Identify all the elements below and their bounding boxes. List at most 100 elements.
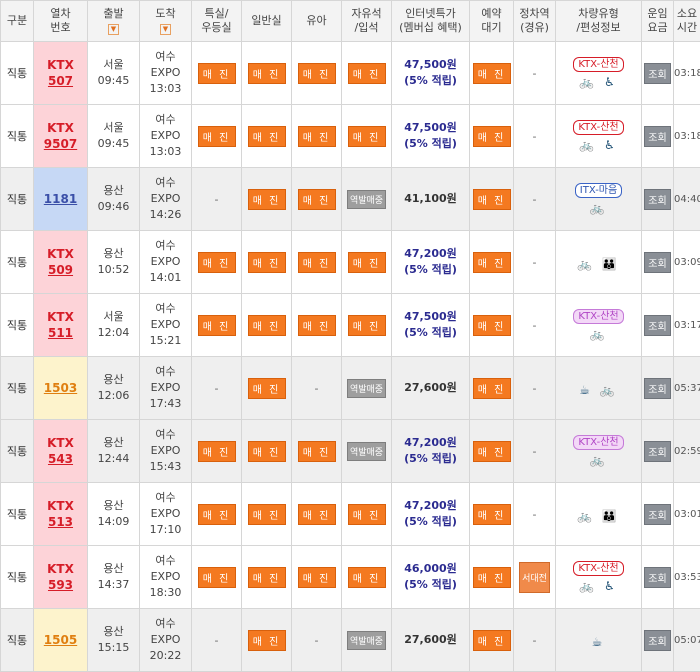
train-number-link[interactable]: 1181 [34,191,87,207]
soldout-button[interactable]: 매 진 [198,315,236,336]
fare-lookup-button[interactable]: 조회 [644,567,670,588]
soldout-button[interactable]: 매 진 [473,630,511,651]
soldout-button[interactable]: 매 진 [248,126,286,147]
soldout-button[interactable]: 매 진 [473,567,511,588]
soldout-button[interactable]: 매 진 [348,63,386,84]
cell-wait: 매 진 [470,420,514,483]
fare-lookup-button[interactable]: 조회 [644,63,670,84]
train-number-link[interactable]: 507 [34,73,87,89]
soldout-button[interactable]: 매 진 [298,567,336,588]
departure-time: 09:46 [88,199,139,215]
vehicle-info-cell: KTX-산천🚲 ♿ [556,42,642,105]
stopover-station[interactable]: 서대전 [519,562,550,593]
soldout-button[interactable]: 매 진 [248,630,286,651]
soldout-button[interactable]: 매 진 [198,252,236,273]
soldout-button[interactable]: 매 진 [298,504,336,525]
arrival-time: 13:03 [140,81,191,97]
fare-lookup-button[interactable]: 조회 [644,378,670,399]
soldout-button[interactable]: 매 진 [198,567,236,588]
route-type: 직통 [1,546,34,609]
price-value: 46,000원 [392,561,469,577]
train-number-link[interactable]: 509 [34,262,87,278]
soldout-button[interactable]: 매 진 [348,315,386,336]
soldout-button[interactable]: 매 진 [198,504,236,525]
train-number-link[interactable]: 1505 [34,632,87,648]
soldout-button[interactable]: 매 진 [473,126,511,147]
train-number-link[interactable]: 543 [34,451,87,467]
soldout-button[interactable]: 매 진 [473,189,511,210]
soldout-button[interactable]: 매 진 [248,315,286,336]
soldout-button[interactable]: 매 진 [473,63,511,84]
arrival-station: 여수 EXPO [140,301,191,333]
vehicle-info-cell: ITX-마음🚲 [556,168,642,231]
fare-lookup-button[interactable]: 조회 [644,252,670,273]
fare-lookup-button[interactable]: 조회 [644,441,670,462]
soldout-button[interactable]: 매 진 [298,126,336,147]
train-number-link[interactable]: 9507 [34,136,87,152]
cell-wait: 매 진 [470,357,514,420]
train-number-link[interactable]: 511 [34,325,87,341]
stopover-cell: - [514,42,556,105]
sort-arrow-icon[interactable]: ▼ [108,24,119,35]
stopover-cell: - [514,483,556,546]
train-number-link[interactable]: 1503 [34,380,87,396]
soldout-button[interactable]: 매 진 [348,126,386,147]
soldout-button[interactable]: 매 진 [198,441,236,462]
soldout-button[interactable]: 매 진 [348,504,386,525]
train-number-link[interactable]: 593 [34,577,87,593]
train-number-link[interactable]: 513 [34,514,87,530]
price-note: (5% 적립) [392,136,469,152]
column-header[interactable]: 도착 ▼ [140,1,192,42]
soldout-button[interactable]: 매 진 [473,504,511,525]
sort-arrow-icon[interactable]: ▼ [160,24,171,35]
column-header-label: 자유석 /입석 [351,7,381,34]
soldout-button[interactable]: 매 진 [298,252,336,273]
fare-lookup-button[interactable]: 조회 [644,126,670,147]
column-header-label: 소요 시간 [677,7,697,34]
fare-lookup-button[interactable]: 조회 [644,630,670,651]
soldout-button[interactable]: 매 진 [298,315,336,336]
duration: 04:40 [674,168,700,231]
soldout-button[interactable]: 매 진 [473,315,511,336]
internet-price-cell: 47,500원(5% 적립) [392,105,470,168]
soldout-button[interactable]: 매 진 [248,252,286,273]
soldout-button[interactable]: 매 진 [248,567,286,588]
soldout-button[interactable]: 매 진 [298,189,336,210]
soldout-button[interactable]: 매 진 [198,63,236,84]
soldout-button[interactable]: 매 진 [348,567,386,588]
soldout-button[interactable]: 매 진 [248,189,286,210]
soldout-button[interactable]: 매 진 [198,126,236,147]
soldout-button[interactable]: 매 진 [473,378,511,399]
soldout-button[interactable]: 매 진 [248,378,286,399]
soldout-button[interactable]: 매 진 [248,63,286,84]
cell-special: 매 진 [192,294,242,357]
duration: 03:53 [674,546,700,609]
column-header[interactable]: 출발▼ [88,1,140,42]
fare-lookup-button[interactable]: 조회 [644,315,670,336]
fare-cell: 조회 [642,105,674,168]
arrival-station: 여수 EXPO [140,49,191,81]
soldout-button[interactable]: 매 진 [248,441,286,462]
arrival-time: 17:10 [140,522,191,538]
column-header: 정차역 (경유) [514,1,556,42]
route-type: 직통 [1,231,34,294]
soldout-button[interactable]: 매 진 [473,441,511,462]
departure-time: 09:45 [88,136,139,152]
soldout-button[interactable]: 매 진 [473,252,511,273]
soldout-button[interactable]: 매 진 [298,441,336,462]
stopover-cell: - [514,420,556,483]
soldout-button[interactable]: 매 진 [248,504,286,525]
soldout-button[interactable]: 매 진 [298,63,336,84]
arrival-station: 여수 EXPO [140,364,191,396]
column-header-label: 도착 [155,7,175,20]
soldout-button[interactable]: 매 진 [348,252,386,273]
amenity-icons: 🚲 [556,201,641,215]
cell-wait: 매 진 [470,231,514,294]
fare-lookup-button[interactable]: 조회 [644,189,670,210]
departure-station: 용산 [88,561,139,577]
fare-lookup-button[interactable]: 조회 [644,504,670,525]
